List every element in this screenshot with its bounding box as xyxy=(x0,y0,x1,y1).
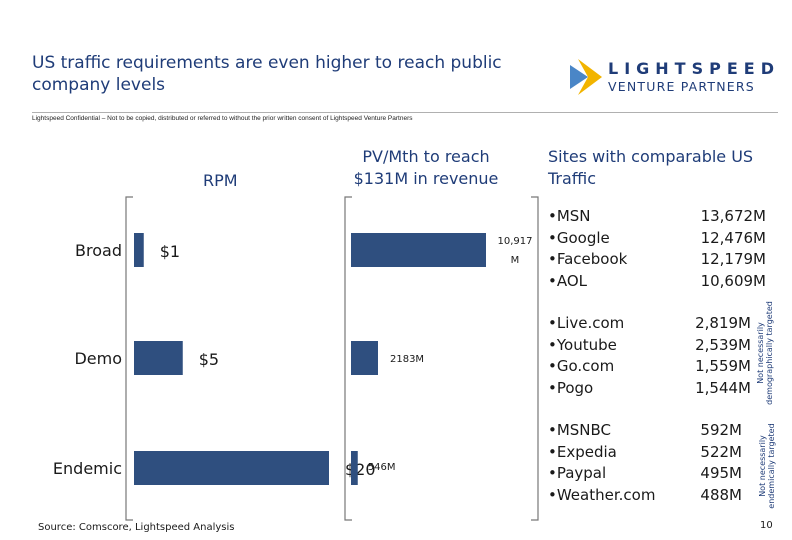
site-name: •MSN xyxy=(548,207,591,225)
endemic-note: Not necessarily endemically targeted xyxy=(758,423,776,509)
site-group-1: •MSN •Google •Facebook •AOL xyxy=(548,206,627,292)
pv-value-label: 10,917 xyxy=(498,236,533,247)
site-value: 12,476M xyxy=(700,228,766,247)
site-name: •MSNBC xyxy=(548,421,612,439)
category-label: Broad xyxy=(75,241,122,260)
pv-bar xyxy=(351,341,378,375)
site-values-2: 2,819M 2,539M 1,559M 1,544M xyxy=(671,313,751,399)
site-values-3: 592M 522M 495M 488M xyxy=(662,420,742,506)
site-group-2: •Live.com •Youtube •Go.com •Pogo xyxy=(548,313,624,399)
rpm-value-label: $1 xyxy=(160,242,180,261)
site-name: •Pogo xyxy=(548,378,594,397)
site-name: •Paypal xyxy=(548,464,607,482)
source-note: Source: Comscore, Lightspeed Analysis xyxy=(38,522,235,533)
site-value: 13,672M xyxy=(700,207,766,225)
rpm-value-label: $5 xyxy=(199,350,219,369)
rpm-axis-bracket xyxy=(125,196,133,521)
site-value: 522M xyxy=(700,442,742,461)
site-value: 495M xyxy=(700,464,742,482)
site-value: 12,179M xyxy=(700,250,766,268)
site-group-3: •MSNBC •Expedia •Paypal •Weather.com xyxy=(548,420,655,506)
rpm-bar xyxy=(134,233,144,267)
logo-text-top: LIGHTSPEED xyxy=(608,59,780,78)
page-title: US traffic requirements are even higher … xyxy=(32,53,502,95)
category-label: Endemic xyxy=(53,459,122,478)
rpm-bar xyxy=(134,341,183,375)
lightspeed-logo: LIGHTSPEED VENTURE PARTNERS xyxy=(568,57,778,97)
site-value: 2,539M xyxy=(695,335,751,354)
rpm-bar xyxy=(134,451,329,485)
site-name: •Weather.com xyxy=(548,485,656,504)
lightspeed-logo-mark-icon xyxy=(570,59,602,95)
pv-axis-bracket xyxy=(344,196,352,521)
pv-axis-right-bracket xyxy=(531,196,539,521)
site-name: •Expedia xyxy=(548,442,617,461)
site-value: 1,559M xyxy=(695,357,751,375)
site-name: •Go.com xyxy=(548,357,615,375)
site-value: 10,609M xyxy=(700,271,766,290)
sites-header: Sites with comparable US Traffic xyxy=(548,147,754,188)
site-value: 592M xyxy=(700,421,742,439)
site-name: •Youtube xyxy=(548,335,617,354)
pv-value-label-unit: M xyxy=(511,255,520,266)
pageviews-header: PV/Mth to reach $131M in revenue xyxy=(353,147,499,188)
pv-value-label: 546M xyxy=(368,462,396,473)
pv-bar xyxy=(351,233,486,267)
demographic-note: Not necessarily demographically targeted xyxy=(756,301,774,405)
site-value: 488M xyxy=(700,485,742,504)
pv-value-label: 2183M xyxy=(390,354,424,365)
site-value: 1,544M xyxy=(695,378,751,397)
site-name: •Facebook xyxy=(548,250,628,268)
site-name: •Google xyxy=(548,228,610,247)
page-number: 10 xyxy=(760,520,773,531)
site-value: 2,819M xyxy=(695,314,751,332)
logo-text-bottom: VENTURE PARTNERS xyxy=(608,79,755,94)
category-label: Demo xyxy=(74,349,122,368)
pv-bar xyxy=(351,451,358,485)
rpm-header: RPM xyxy=(203,171,238,190)
confidential-notice: Lightspeed Confidential – Not to be copi… xyxy=(32,115,413,122)
site-name: •AOL xyxy=(548,271,588,290)
site-values-1: 13,672M 12,476M 12,179M 10,609M xyxy=(686,206,766,292)
site-name: •Live.com xyxy=(548,314,625,332)
header-divider xyxy=(32,112,778,113)
